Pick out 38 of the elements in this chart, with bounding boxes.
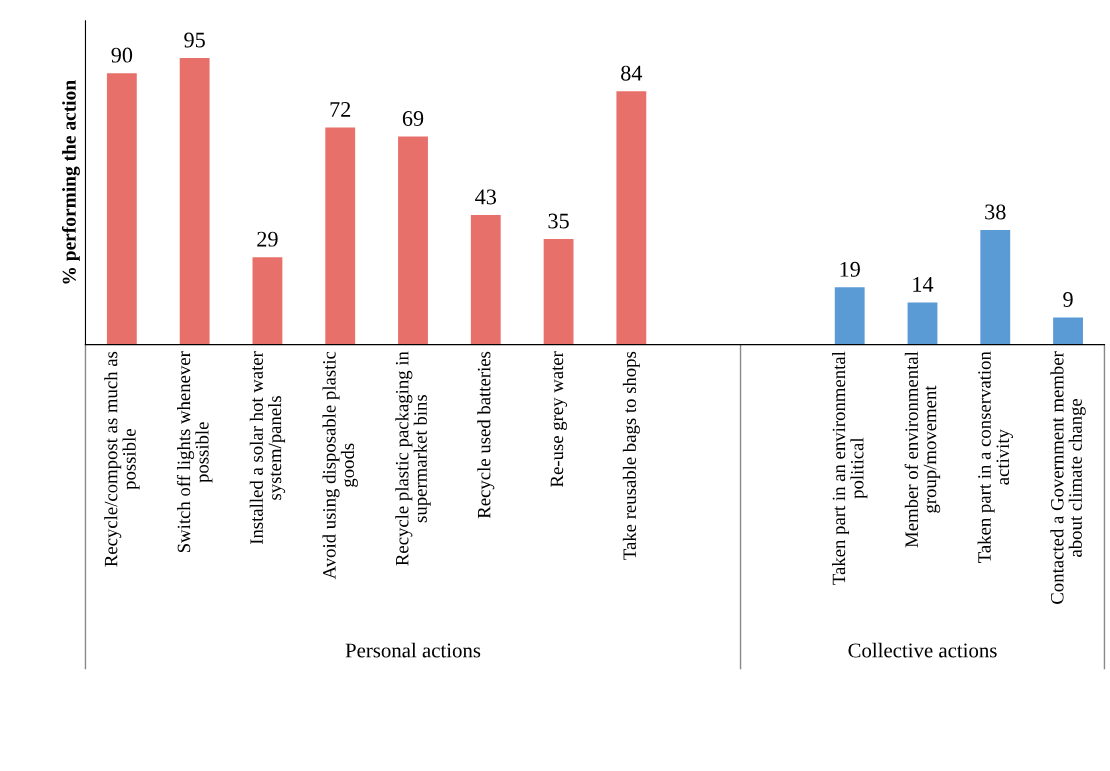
bar — [252, 257, 283, 345]
x-tick-label: Contacted a Government member about climate change — [1050, 351, 1086, 604]
data-label: 95 — [184, 32, 205, 48]
data-label: 72 — [330, 101, 351, 117]
x-tick-label: Take reusable bags to shops — [622, 351, 640, 560]
x-tick-label: Re-use grey water — [550, 351, 568, 487]
bar — [834, 287, 865, 345]
bar — [179, 58, 210, 345]
data-label: 19 — [840, 261, 860, 277]
text: Collective actions — [848, 642, 997, 658]
data-label: 14 — [913, 276, 934, 292]
data-label: 84 — [621, 65, 643, 81]
bar — [907, 302, 938, 345]
x-tick-label: Switch off lights whenever possible — [176, 351, 213, 553]
bar — [543, 239, 574, 345]
bar — [1053, 317, 1083, 345]
data-label: 29 — [257, 231, 278, 247]
x-tick-label: Avoid using disposable plastic goods — [322, 351, 358, 580]
data-label: 38 — [985, 204, 1006, 220]
data-label: 9 — [1063, 292, 1073, 307]
y-axis-title: % performing the action — [61, 80, 80, 284]
bar — [398, 136, 428, 345]
x-tick-label: Taken part in a conservation activity — [977, 351, 1013, 563]
bar — [325, 127, 356, 345]
data-label: 35 — [548, 213, 569, 229]
data-label: 43 — [475, 189, 497, 205]
data-label: 90 — [111, 47, 133, 63]
x-tick-label: Recycle/compost as much as possible — [104, 351, 140, 567]
x-tick-label: Taken part in an environmental political — [832, 351, 868, 585]
text: Personal actions — [345, 642, 481, 658]
x-tick-label: Member of environmental group/movement — [904, 351, 941, 548]
bar — [980, 230, 1011, 345]
bar — [616, 91, 647, 345]
data-label: 69 — [402, 111, 424, 126]
bar — [106, 73, 137, 345]
bar — [470, 214, 501, 345]
x-tick-label: Installed a solar hot water system/panels — [249, 351, 286, 545]
x-tick-label: Recycle used batteries — [477, 351, 495, 519]
